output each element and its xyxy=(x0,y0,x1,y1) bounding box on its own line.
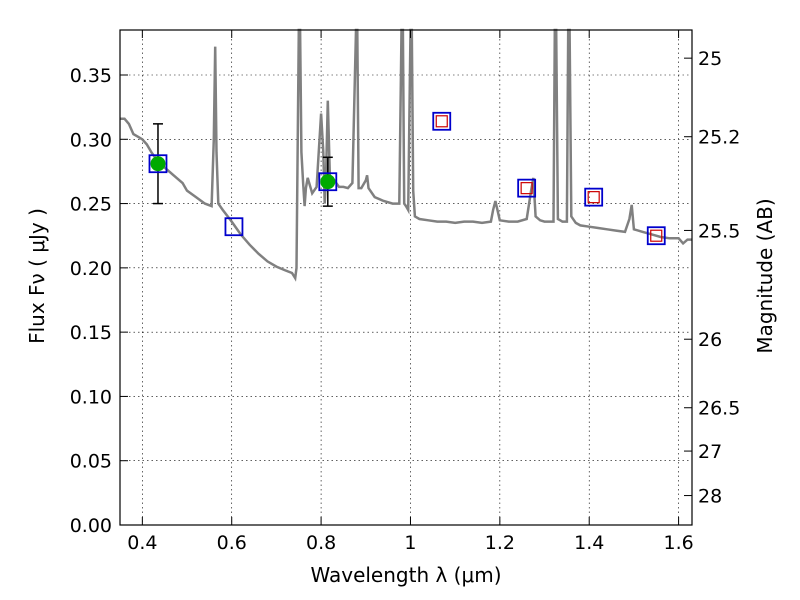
right-tick-label: 26 xyxy=(698,329,722,351)
y-tick-label: 0.05 xyxy=(70,451,112,473)
data-markers xyxy=(148,111,666,246)
x-tick-label: 1.6 xyxy=(663,532,693,554)
spectrum-line xyxy=(120,28,692,282)
upper-limit-point xyxy=(587,191,600,204)
upper-limit-point xyxy=(520,182,533,195)
y-tick-label: 0.15 xyxy=(70,322,112,344)
grid xyxy=(120,30,692,526)
y-axis-label: Flux Fν ( μJy ) xyxy=(25,208,49,344)
upper-limit-point xyxy=(435,115,448,128)
right-tick-label: 27 xyxy=(698,441,722,463)
x-tick-label: 0.4 xyxy=(127,532,157,554)
observed-point xyxy=(150,156,166,172)
model-point xyxy=(584,187,604,207)
observed-point xyxy=(320,174,336,190)
y-tick-label: 0.10 xyxy=(70,386,112,408)
y-tick-label: 0.00 xyxy=(70,515,112,537)
x-tick-label: 1.4 xyxy=(574,532,604,554)
model-point xyxy=(432,111,452,131)
axis-ticks: 0.4 0.6 0.8 1 1.2 1.4 1.6 0.00 0.05 0.10 0.15 0.20 0… xyxy=(70,30,740,554)
model-point xyxy=(148,154,168,174)
right-tick-label: 25.2 xyxy=(698,127,740,149)
x-axis-label: Wavelength λ (μm) xyxy=(310,563,501,587)
right-axis-label: Magnitude (AB) xyxy=(753,198,777,353)
model-point xyxy=(318,172,338,192)
x-tick-label: 1.2 xyxy=(485,532,515,554)
y-tick-label: 0.35 xyxy=(70,65,112,87)
x-tick-label: 0.6 xyxy=(217,532,247,554)
x-tick-label: 1 xyxy=(404,532,416,554)
upper-limit-point xyxy=(650,229,663,242)
right-tick-label: 25.5 xyxy=(698,220,740,242)
y-tick-label: 0.25 xyxy=(70,194,112,216)
right-tick-label: 25 xyxy=(698,48,722,70)
y-tick-label: 0.30 xyxy=(70,129,112,151)
right-tick-label: 26.5 xyxy=(698,398,740,420)
y-tick-label: 0.20 xyxy=(70,258,112,280)
x-tick-label: 0.8 xyxy=(306,532,336,554)
model-point xyxy=(517,178,537,198)
model-point xyxy=(646,226,666,246)
model-point xyxy=(224,217,244,237)
plot-frame xyxy=(119,29,693,526)
right-tick-label: 28 xyxy=(698,486,722,508)
